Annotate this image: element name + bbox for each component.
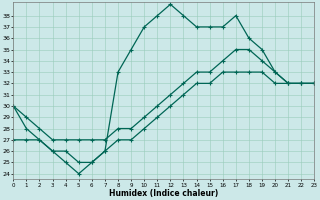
X-axis label: Humidex (Indice chaleur): Humidex (Indice chaleur) [109,189,219,198]
